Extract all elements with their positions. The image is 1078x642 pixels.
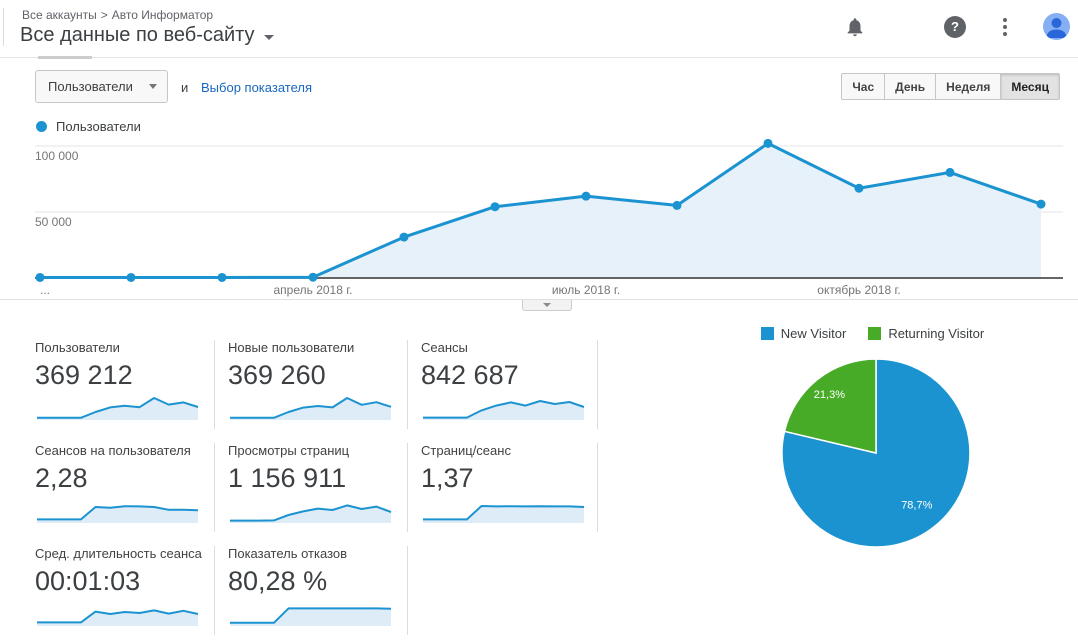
breadcrumb[interactable]: Все аккаунты > Авто Информатор xyxy=(22,8,213,22)
chevron-down-icon xyxy=(543,303,551,307)
sparkline-chart xyxy=(230,607,392,626)
new-visitor-swatch-icon xyxy=(760,327,774,340)
chart-legend: Пользователи xyxy=(36,119,141,134)
select-metric-link[interactable]: Выбор показателя xyxy=(201,80,312,95)
breadcrumb-account[interactable]: Авто Информатор xyxy=(111,8,214,22)
pie-legend: New Visitor Returning Visitor xyxy=(700,326,1045,341)
metric-label: Пользователи xyxy=(35,340,120,355)
metric-selector-value: Пользователи xyxy=(48,79,133,94)
metric-label: Страниц/сеанс xyxy=(421,443,511,458)
metric-label: Сред. длительность сеанса xyxy=(35,546,202,561)
property-selector[interactable]: Все данные по веб-сайту xyxy=(20,24,274,47)
svg-text:78,7%: 78,7% xyxy=(901,500,932,512)
notifications-bell-icon[interactable] xyxy=(843,15,867,39)
metric-value: 1,37 xyxy=(421,463,474,493)
granularity-day-button[interactable]: День xyxy=(885,73,937,100)
breadcrumb-all-accounts[interactable]: Все аккаунты xyxy=(22,8,97,22)
sparkline-chart xyxy=(423,400,585,420)
sparkline-chart xyxy=(37,505,199,523)
chart-collapse-handle[interactable] xyxy=(522,300,572,311)
svg-text:июль 2018 г.: июль 2018 г. xyxy=(552,283,620,297)
legend-label: Returning Visitor xyxy=(888,326,985,341)
metric-value: 1 156 911 xyxy=(228,463,347,493)
sidebar-edge-line xyxy=(3,8,4,46)
series-label: Пользователи xyxy=(56,119,141,134)
sparkline-chart xyxy=(37,609,199,626)
granularity-button-group: Час День Неделя Месяц xyxy=(841,73,1060,100)
metric-label: Сеансы xyxy=(421,340,468,355)
scroll-indicator xyxy=(38,56,92,59)
metric-value: 369 260 xyxy=(228,360,326,390)
metric-card-avg-session-duration[interactable]: Сред. длительность сеанса 00:01:03 xyxy=(35,546,215,635)
metric-label: Новые пользователи xyxy=(228,340,355,355)
series-dot-icon xyxy=(36,121,47,132)
user-avatar[interactable] xyxy=(1043,13,1070,40)
metric-value: 2,28 xyxy=(35,463,88,493)
scorecard-grid: Пользователи 369 212 Новые пользователи … xyxy=(35,340,598,635)
users-timeseries-chart[interactable]: 50 000 100 000... апрель 2018 г. июль 2018 … xyxy=(0,138,1078,300)
sparkline-chart xyxy=(423,505,585,523)
metric-value: 369 212 xyxy=(35,360,133,390)
granularity-month-button[interactable]: Месяц xyxy=(1001,73,1060,100)
metric-label: Просмотры страниц xyxy=(228,443,350,458)
header-divider xyxy=(0,57,1078,58)
metric-selector-dropdown[interactable]: Пользователи xyxy=(35,70,168,103)
metric-value: 00:01:03 xyxy=(35,566,141,596)
returning-visitor-swatch-icon xyxy=(868,327,882,340)
sparkline-chart xyxy=(230,397,392,420)
metric-card-sessions[interactable]: Сеансы 842 687 xyxy=(408,340,598,429)
svg-text:100 000: 100 000 xyxy=(35,149,79,163)
svg-text:апрель 2018 г.: апрель 2018 г. xyxy=(274,283,353,297)
svg-text:октябрь 2018 г.: октябрь 2018 г. xyxy=(817,283,900,297)
legend-item-returning-visitor[interactable]: Returning Visitor xyxy=(868,326,984,341)
metric-card-sessions-per-user[interactable]: Сеансов на пользователя 2,28 xyxy=(35,443,215,532)
metric-label: Сеансов на пользователя xyxy=(35,443,191,458)
apps-grid-icon[interactable] xyxy=(893,15,917,39)
visitor-type-pie-chart[interactable]: 78,7% 21,3% xyxy=(781,358,971,548)
metric-value: 80,28 % xyxy=(228,566,328,596)
chevron-down-icon xyxy=(149,84,157,89)
metric-card-pages-per-session[interactable]: Страниц/сеанс 1,37 xyxy=(408,443,598,532)
chart-bottom-divider xyxy=(0,299,1078,300)
sparkline-chart xyxy=(37,397,199,420)
empty-cell xyxy=(408,546,598,635)
kebab-menu-icon[interactable] xyxy=(993,15,1017,39)
metric-card-users[interactable]: Пользователи 369 212 xyxy=(35,340,215,429)
metric-value: 842 687 xyxy=(421,360,519,390)
sparkline-chart xyxy=(230,504,392,523)
metric-card-pageviews[interactable]: Просмотры страниц 1 156 911 xyxy=(215,443,408,532)
metric-card-bounce-rate[interactable]: Показатель отказов 80,28 % xyxy=(215,546,408,635)
granularity-hour-button[interactable]: Час xyxy=(841,73,886,100)
legend-item-new-visitor[interactable]: New Visitor xyxy=(760,326,847,341)
app-header: Все аккаунты > Авто Информатор Все данные … xyxy=(0,0,1078,57)
svg-text:...: ... xyxy=(40,283,50,297)
conjunction-label: и xyxy=(181,80,189,95)
metric-label: Показатель отказов xyxy=(228,546,348,561)
page-title: Все данные по веб-сайту xyxy=(20,24,255,46)
metric-card-new-users[interactable]: Новые пользователи 369 260 xyxy=(215,340,408,429)
svg-text:21,3%: 21,3% xyxy=(814,389,845,401)
help-icon[interactable]: ? xyxy=(943,15,967,39)
chevron-down-icon xyxy=(263,34,274,40)
breadcrumb-separator: > xyxy=(100,8,108,22)
granularity-week-button[interactable]: Неделя xyxy=(936,73,1002,100)
svg-text:50 000: 50 000 xyxy=(35,215,72,229)
legend-label: New Visitor xyxy=(780,326,847,341)
